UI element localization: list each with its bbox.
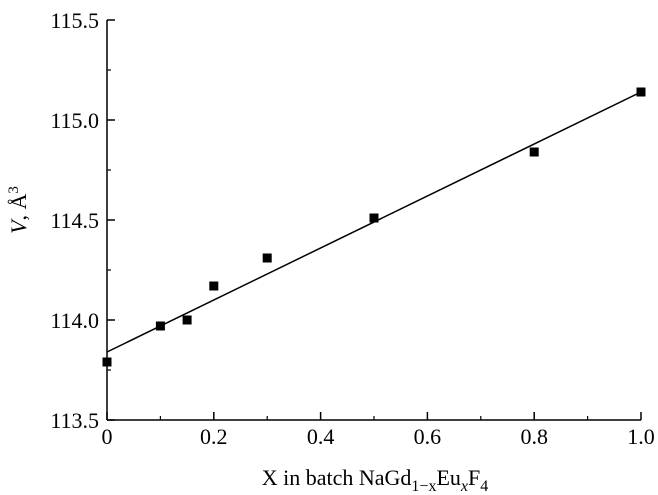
- data-point: [636, 87, 646, 97]
- x-tick-label: 0.2: [200, 424, 228, 449]
- y-tick-label: 114.0: [50, 308, 99, 333]
- data-point: [369, 213, 379, 223]
- ticks: 0 0.2 0.4 0.6 0.8 1.0 113.5 114.0 114.5 115.0 115.…: [50, 8, 654, 449]
- data-point: [102, 357, 112, 367]
- x-tick-label: 0.4: [307, 424, 335, 449]
- y-tick-label: 113.5: [50, 408, 99, 433]
- x-tick-label: 1.0: [627, 424, 655, 449]
- data-points: [102, 87, 646, 367]
- x-axis-label: X in batch NaGd1−xEuxF4: [262, 465, 489, 495]
- y-tick-label: 115.0: [50, 108, 99, 133]
- data-point: [209, 281, 219, 291]
- y-tick-label: 115.5: [50, 8, 99, 33]
- data-point: [155, 321, 165, 331]
- x-tick-label: 0.8: [520, 424, 548, 449]
- data-point: [529, 147, 539, 157]
- data-point: [262, 253, 272, 263]
- y-axis-label: V, Å3: [6, 186, 31, 234]
- data-point: [182, 315, 192, 325]
- x-tick-label: 0: [102, 424, 113, 449]
- y-tick-label: 114.5: [50, 208, 99, 233]
- x-tick-label: 0.6: [414, 424, 442, 449]
